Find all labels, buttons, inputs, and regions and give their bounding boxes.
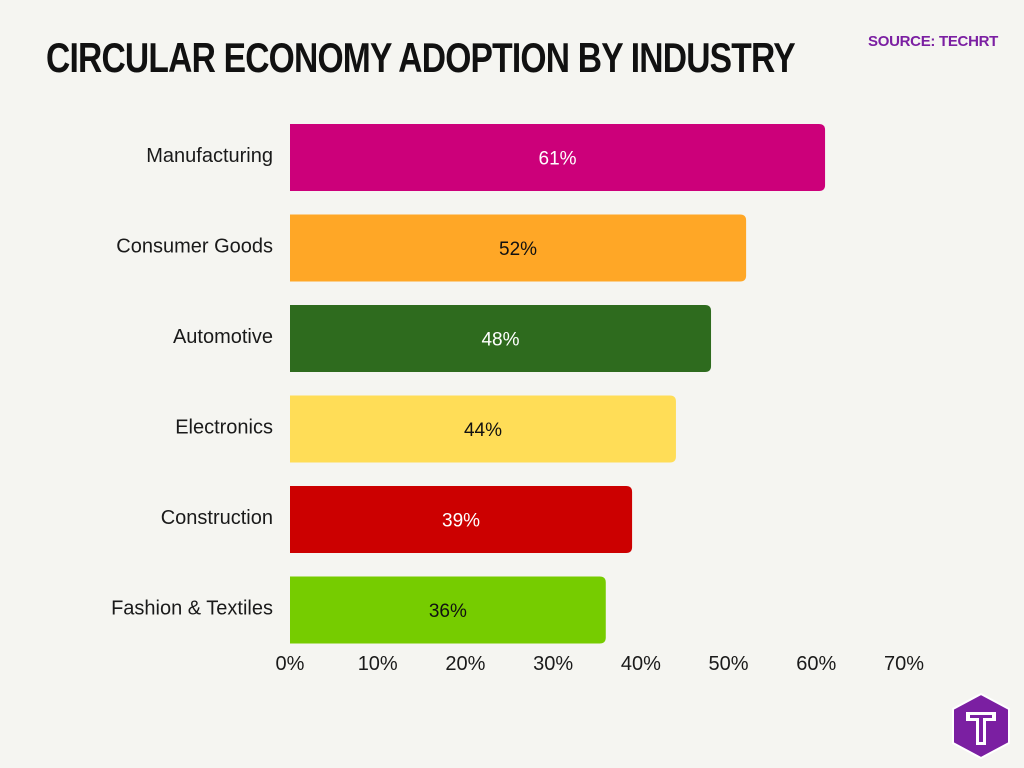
category-label: Fashion & Textiles xyxy=(111,598,273,620)
bar-chart: 61% Manufacturing 52% Consumer Goods 48% Auto… xyxy=(111,124,924,675)
data-label: 61% xyxy=(539,149,577,170)
category-label: Consumer Goods xyxy=(116,236,273,258)
x-tick-label: 40% xyxy=(621,653,661,675)
data-label: 36% xyxy=(429,601,467,622)
x-tick-label: 60% xyxy=(796,653,836,675)
techrt-logo-icon xyxy=(952,692,1010,760)
x-tick-label: 50% xyxy=(709,653,749,675)
bar xyxy=(290,124,826,191)
data-label: 52% xyxy=(499,239,537,260)
category-label: Manufacturing xyxy=(146,145,273,167)
bar xyxy=(290,486,633,553)
x-tick-label: 20% xyxy=(445,653,485,675)
bar xyxy=(290,395,676,463)
chart-title: CIRCULAR ECONOMY ADOPTION BY INDUSTRY xyxy=(46,34,796,81)
x-tick-label: 30% xyxy=(533,653,573,675)
x-tick-label: 70% xyxy=(884,653,924,675)
bar xyxy=(290,576,606,644)
category-label: Construction xyxy=(161,507,273,529)
x-tick-label: 10% xyxy=(358,653,398,675)
category-label: Electronics xyxy=(175,417,273,439)
source-credit: SOURCE: TECHRT xyxy=(868,33,998,50)
bar xyxy=(290,214,747,282)
category-label: Automotive xyxy=(173,326,273,348)
data-label: 39% xyxy=(442,511,480,532)
data-label: 48% xyxy=(481,330,519,351)
bar xyxy=(290,305,712,372)
x-tick-label: 0% xyxy=(276,653,305,675)
data-label: 44% xyxy=(464,420,502,441)
